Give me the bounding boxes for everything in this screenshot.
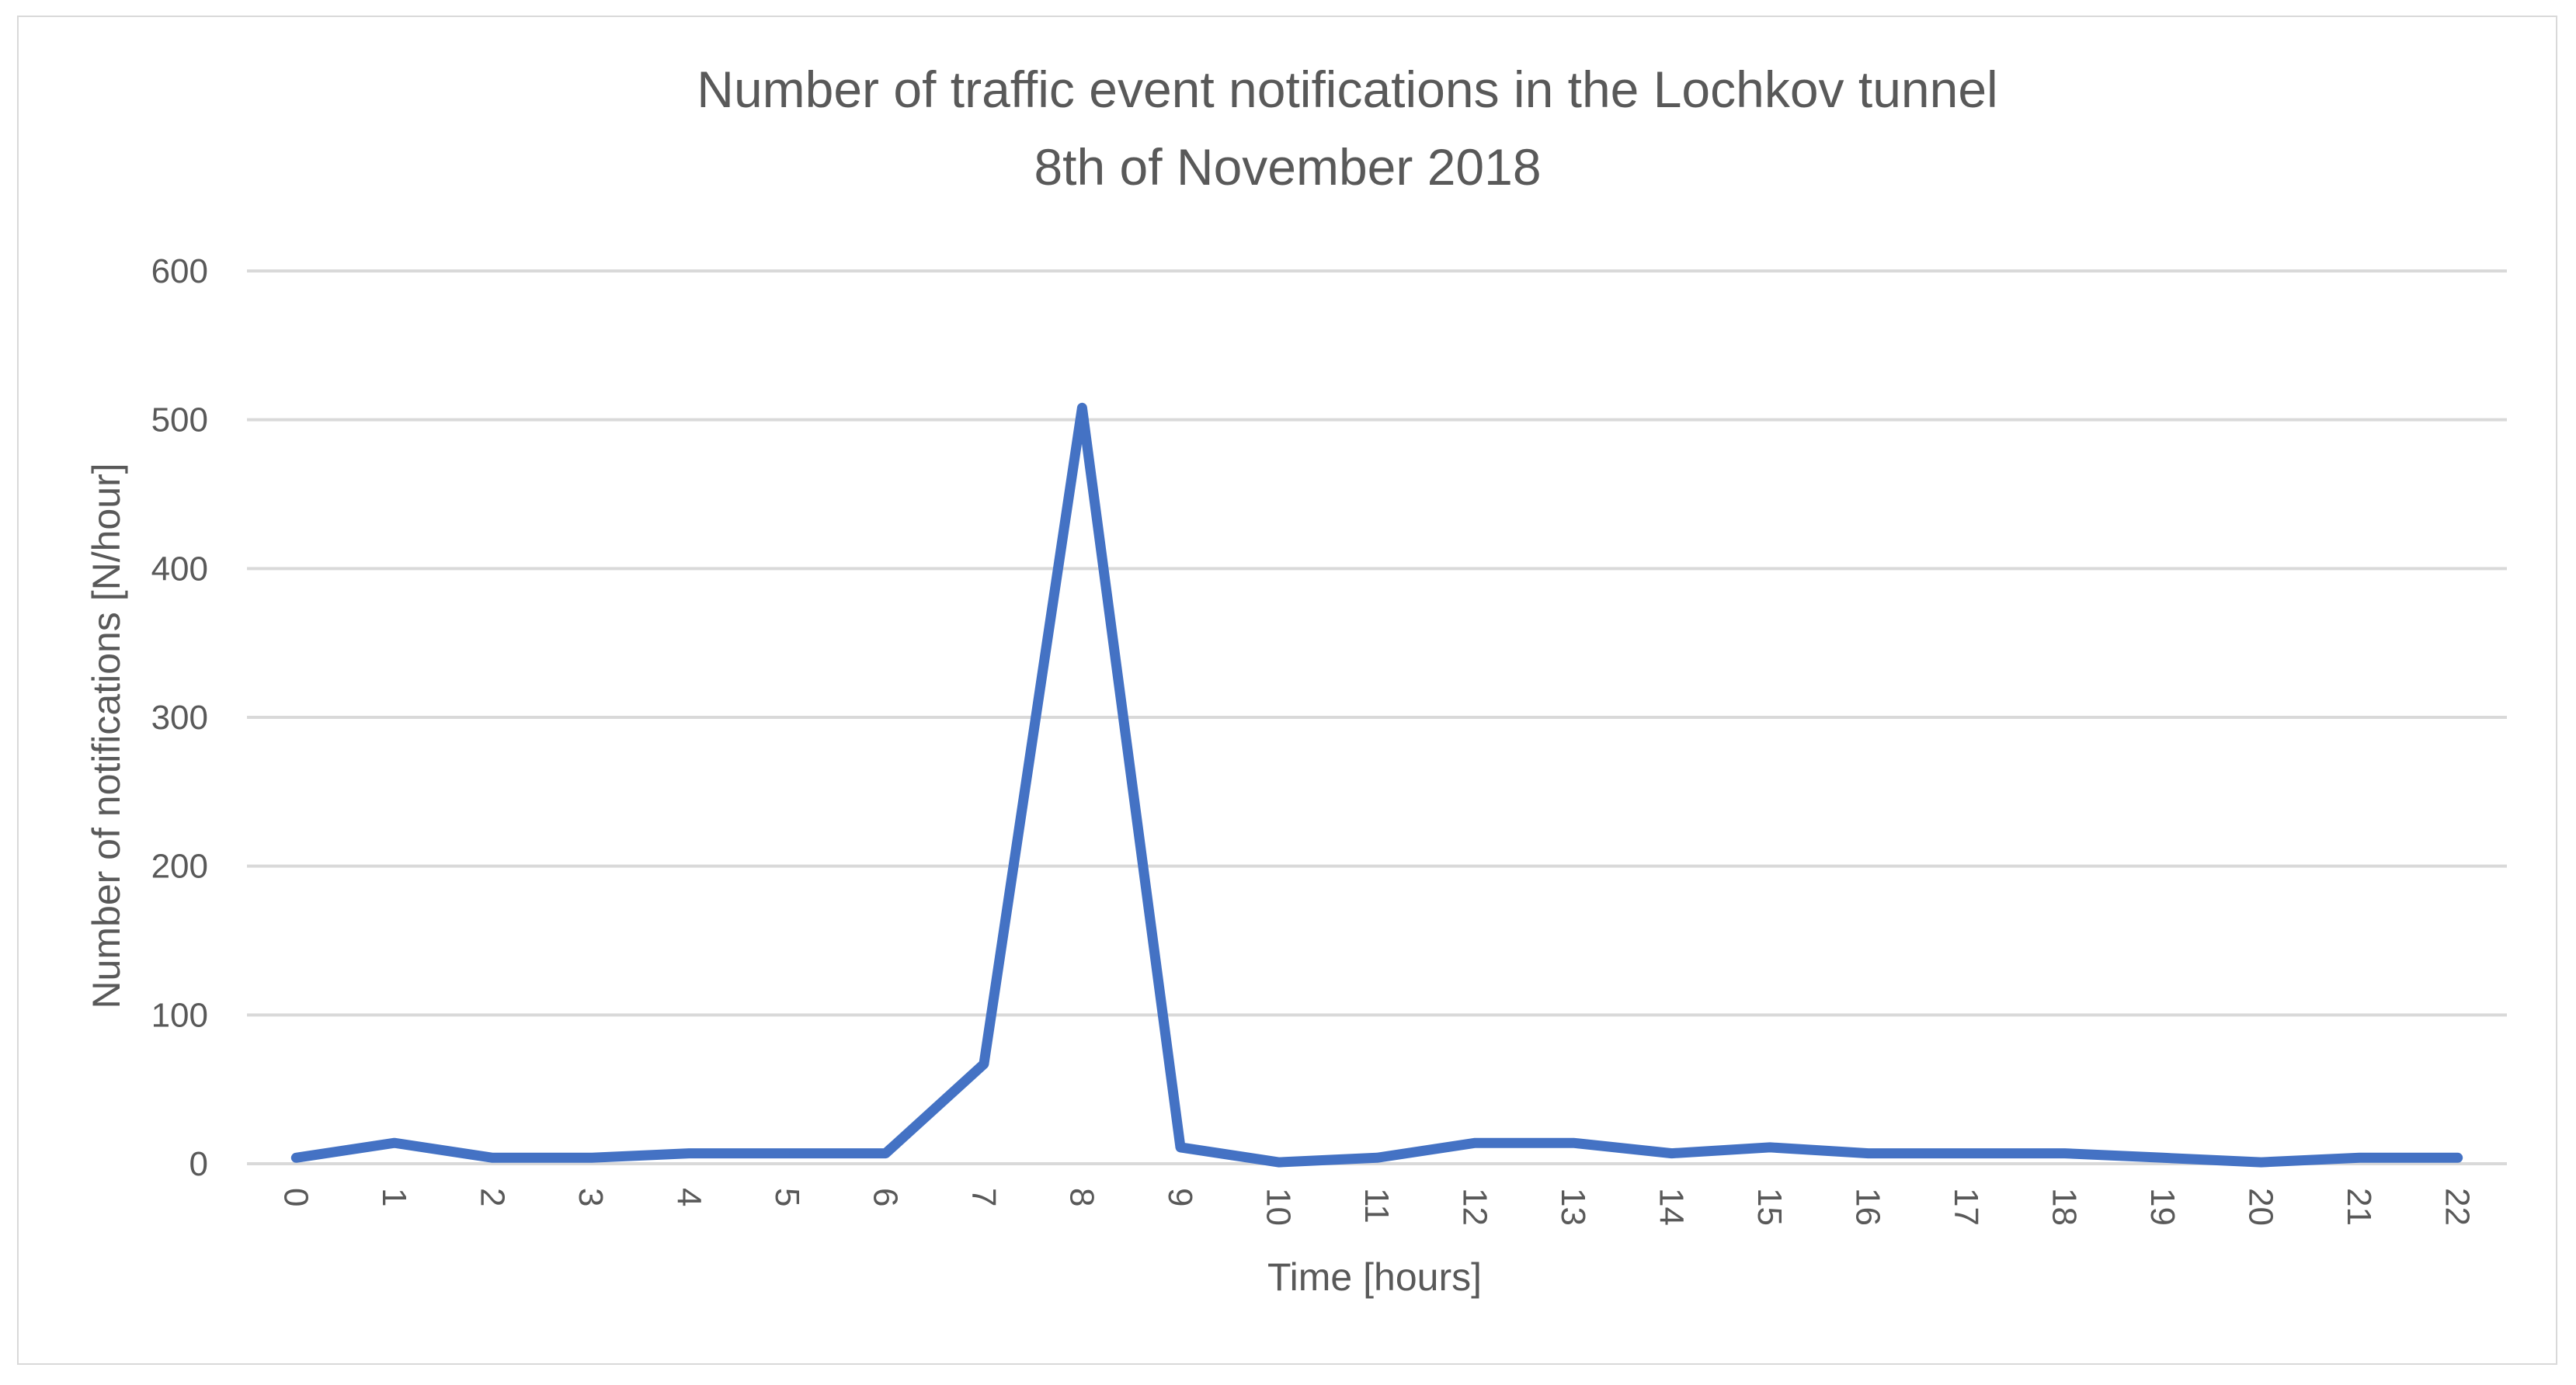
data-point bbox=[687, 1151, 692, 1156]
x-axis-title: Time [hours] bbox=[1267, 1255, 1482, 1299]
x-tick-label: 6 bbox=[866, 1188, 904, 1206]
x-tick-label: 10 bbox=[1259, 1188, 1297, 1226]
x-tick-label: 0 bbox=[276, 1188, 315, 1206]
x-axis-ticks: 0 1 2 3 4 5 6 7 8 9 10 11 12 13 14 15 16 17 18 19 20 21 22 bbox=[276, 1188, 2476, 1226]
y-tick-label: 400 bbox=[151, 550, 208, 588]
data-point bbox=[2455, 1155, 2460, 1161]
x-tick-label: 19 bbox=[2143, 1188, 2181, 1226]
data-point bbox=[1669, 1151, 1674, 1156]
data-point bbox=[1375, 1155, 1379, 1161]
data-point bbox=[2161, 1155, 2166, 1161]
x-tick-label: 18 bbox=[2046, 1188, 2084, 1226]
x-tick-label: 21 bbox=[2340, 1188, 2378, 1226]
chart-area bbox=[17, 16, 2557, 1365]
y-tick-label: 0 bbox=[189, 1145, 208, 1183]
y-tick-label: 100 bbox=[151, 996, 208, 1034]
x-tick-label: 14 bbox=[1653, 1188, 1691, 1226]
data-point bbox=[784, 1151, 790, 1156]
x-tick-label: 20 bbox=[2242, 1188, 2280, 1226]
data-point bbox=[588, 1155, 593, 1161]
data-point bbox=[2357, 1155, 2362, 1161]
x-tick-label: 9 bbox=[1161, 1188, 1199, 1206]
data-point bbox=[981, 1061, 986, 1067]
x-tick-label: 7 bbox=[965, 1188, 1003, 1206]
x-tick-label: 12 bbox=[1456, 1188, 1494, 1226]
data-point bbox=[883, 1151, 888, 1156]
data-point bbox=[2062, 1151, 2067, 1156]
series-group bbox=[290, 402, 2463, 1168]
chart-subtitle: 8th of November 2018 bbox=[1034, 138, 1541, 196]
x-tick-label: 13 bbox=[1554, 1188, 1592, 1226]
x-tick-label: 17 bbox=[1947, 1188, 1985, 1226]
y-tick-label: 300 bbox=[151, 699, 208, 737]
data-point bbox=[2258, 1160, 2264, 1165]
data-point bbox=[1276, 1160, 1281, 1165]
x-tick-label: 3 bbox=[572, 1188, 610, 1206]
x-tick-label: 15 bbox=[1750, 1188, 1789, 1226]
data-point bbox=[1964, 1151, 1969, 1156]
x-tick-label: 2 bbox=[473, 1188, 511, 1206]
x-tick-label: 1 bbox=[375, 1188, 413, 1206]
chart-title: Number of traffic event notifications in… bbox=[697, 61, 1997, 118]
y-tick-label: 600 bbox=[151, 252, 208, 290]
data-point bbox=[1177, 1144, 1183, 1150]
y-tick-label: 200 bbox=[151, 848, 208, 886]
y-tick-label: 500 bbox=[151, 401, 208, 439]
x-tick-label: 22 bbox=[2439, 1188, 2477, 1226]
data-point bbox=[490, 1155, 495, 1161]
data-point bbox=[1472, 1140, 1478, 1146]
data-point bbox=[1079, 405, 1085, 411]
x-tick-label: 5 bbox=[768, 1188, 806, 1206]
y-axis-title: Number of notifications [N/hour] bbox=[85, 463, 128, 1008]
x-tick-label: 11 bbox=[1358, 1188, 1396, 1224]
x-tick-label: 16 bbox=[1849, 1188, 1887, 1226]
data-point bbox=[294, 1155, 299, 1161]
data-point bbox=[1571, 1140, 1577, 1146]
y-axis-ticks: 0 100 200 300 400 500 600 bbox=[151, 252, 208, 1183]
gridlines bbox=[247, 269, 2507, 1165]
series-line bbox=[290, 402, 2463, 1168]
data-point bbox=[391, 1140, 397, 1146]
x-tick-label: 4 bbox=[669, 1188, 707, 1206]
data-point bbox=[1768, 1144, 1773, 1150]
data-point bbox=[1865, 1151, 1871, 1156]
x-tick-label: 8 bbox=[1062, 1188, 1100, 1206]
